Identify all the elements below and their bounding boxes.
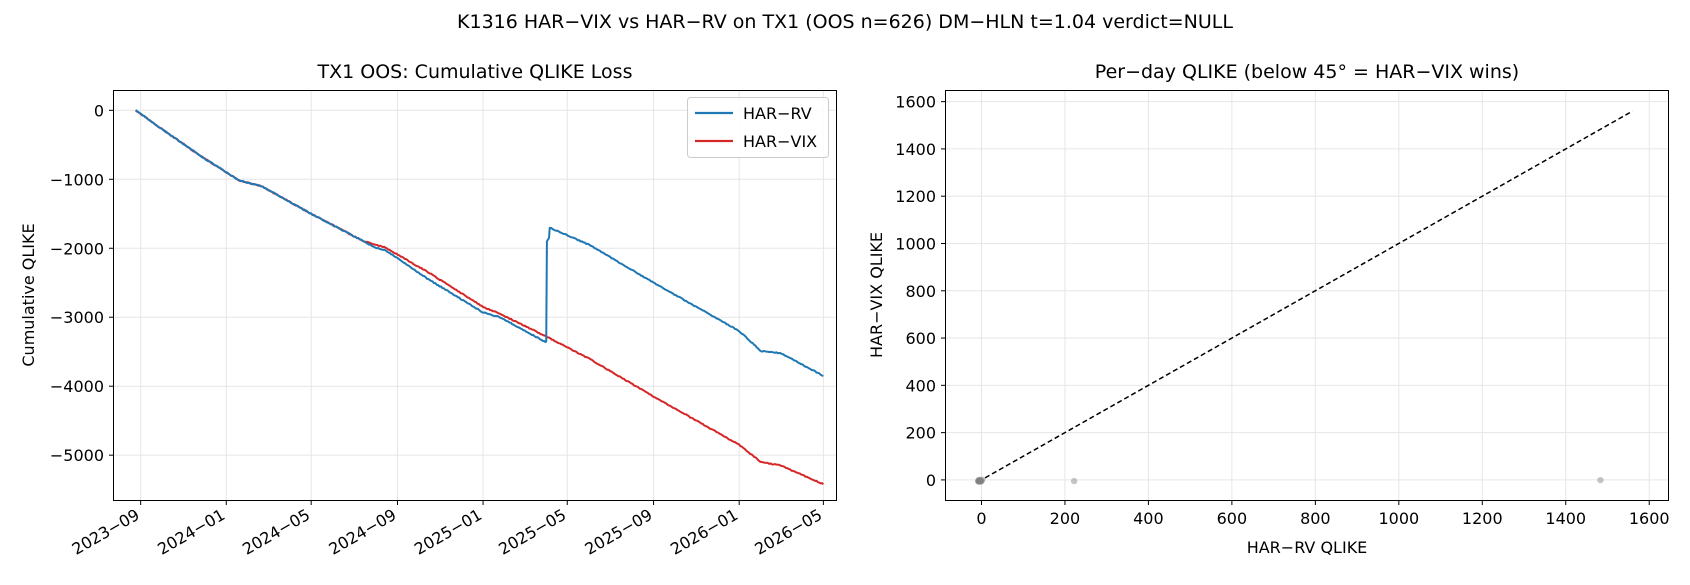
- left-x-tick-label: 2024−09: [325, 505, 399, 559]
- scatter-point: [975, 477, 983, 484]
- left-y-tick-label: −1000: [50, 170, 104, 189]
- right-scatter-points: [974, 476, 1604, 485]
- left-y-tick-label: −2000: [50, 239, 104, 258]
- right-y-tick-label: 1200: [895, 187, 936, 206]
- right-diagonal: [977, 110, 1633, 483]
- left-y-tick-label: −4000: [50, 377, 104, 396]
- right-x-ticks: 0 200 400 600 800 1000 1200 1400 1600: [976, 500, 1670, 528]
- scatter-point: [1070, 477, 1078, 485]
- scatter-point: [977, 477, 984, 484]
- scatter-point: [1597, 476, 1604, 484]
- legend-label-har-vix: HAR−VIX: [743, 132, 817, 151]
- left-x-tick-label: 2024−01: [154, 505, 228, 559]
- left-x-tick-label: 2026−01: [667, 505, 741, 559]
- left-x-tick-label: 2025−09: [582, 505, 656, 559]
- scatter-point: [977, 477, 984, 485]
- scatter-point: [974, 477, 982, 485]
- left-x-tick-label: 2026−05: [751, 505, 825, 559]
- left-plot-frame: [113, 90, 837, 501]
- right-y-tick-label: 1000: [895, 234, 936, 253]
- left-y-tick-label: −3000: [50, 308, 104, 327]
- scatter-point: [975, 477, 983, 485]
- scatter-point: [978, 477, 985, 485]
- scatter-point: [977, 478, 984, 485]
- scatter-point: [976, 478, 983, 485]
- right-x-tick-label: 800: [1300, 509, 1331, 528]
- left-y-ticks: 0 −1000 −2000 −3000 −4000 −5000: [50, 101, 114, 465]
- left-x-tick-label: 2025−01: [411, 505, 485, 559]
- right-plot-frame: [945, 90, 1669, 501]
- scatter-point: [976, 476, 983, 484]
- right-x-tick-label: 1000: [1378, 509, 1419, 528]
- left-x-tick-label: 2024−05: [239, 505, 313, 559]
- figure-suptitle: K1316 HAR−VIX vs HAR−RV on TX1 (OOS n=62…: [457, 11, 1233, 33]
- series-line-har-vix: [135, 109, 824, 485]
- left-y-tick-label: −5000: [50, 446, 104, 465]
- scatter-point: [976, 477, 983, 485]
- left-chart-title: TX1 OOS: Cumulative QLIKE Loss: [317, 61, 633, 83]
- right-chart-title: Per−day QLIKE (below 45° = HAR−VIX wins): [1095, 61, 1519, 83]
- right-x-tick-label: 1600: [1629, 509, 1670, 528]
- scatter-point: [976, 477, 983, 485]
- right-x-tick-label: 1200: [1462, 509, 1503, 528]
- right-x-tick-label: 0: [976, 509, 986, 528]
- right-panel: Per−day QLIKE (below 45° = HAR−VIX wins)…: [867, 61, 1670, 557]
- scatter-point: [975, 477, 982, 484]
- right-x-axis-label: HAR−RV QLIKE: [1247, 538, 1368, 557]
- left-x-tick-label: 2023−09: [69, 505, 143, 559]
- right-y-ticks: 0 200 400 600 800 1000 1200 1400 1600: [895, 93, 946, 490]
- right-y-tick-label: 400: [905, 376, 936, 395]
- scatter-point: [977, 477, 984, 484]
- right-y-tick-label: 1600: [895, 93, 936, 112]
- right-x-tick-label: 200: [1050, 509, 1081, 528]
- left-y-axis-label: Cumulative QLIKE: [19, 223, 38, 366]
- right-y-tick-label: 200: [905, 424, 936, 443]
- right-x-tick-label: 1400: [1545, 509, 1586, 528]
- scatter-point: [976, 478, 983, 485]
- left-legend: HAR−RV HAR−VIX: [687, 97, 829, 158]
- legend-label-har-rv: HAR−RV: [743, 104, 812, 123]
- left-y-tick-label: 0: [94, 101, 104, 120]
- scatter-point: [975, 478, 982, 485]
- scatter-point: [977, 477, 985, 485]
- scatter-point: [979, 476, 986, 483]
- diagonal-45-line: [977, 110, 1633, 483]
- right-y-tick-label: 600: [905, 329, 936, 348]
- right-y-axis-label: HAR−VIX QLIKE: [867, 232, 886, 358]
- left-panel: TX1 OOS: Cumulative QLIKE Loss 2023−09 20…: [19, 61, 837, 559]
- left-x-tick-label: 2025−05: [495, 505, 569, 559]
- scatter-point: [975, 478, 983, 485]
- right-y-tick-label: 0: [926, 471, 936, 490]
- left-x-ticks: 2023−09 2024−01 2024−05 2024−09 2025−01 2025−…: [69, 500, 825, 559]
- left-series-lines: [135, 109, 824, 485]
- series-line-har-rv: [135, 109, 824, 377]
- right-x-tick-label: 400: [1133, 509, 1164, 528]
- right-x-tick-label: 600: [1217, 509, 1248, 528]
- right-y-tick-label: 800: [905, 282, 936, 301]
- right-y-tick-label: 1400: [895, 140, 936, 159]
